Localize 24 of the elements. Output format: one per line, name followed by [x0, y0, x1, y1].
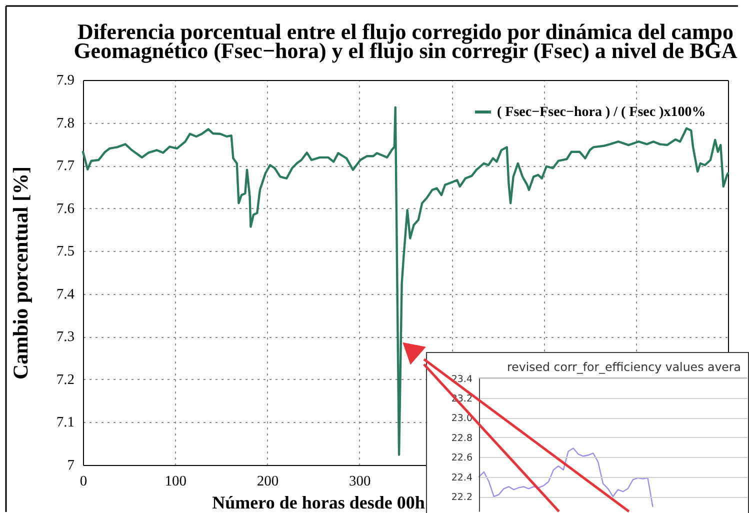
x-axis-title: Número de horas desde 00h — [212, 492, 425, 512]
y-tick-label: 7.6 — [56, 200, 74, 217]
y-tick-label: 7.3 — [56, 329, 74, 346]
y-tick-label: 7 — [67, 458, 74, 474]
x-tick-label: 300 — [349, 474, 371, 490]
x-tick-label: 200 — [256, 474, 279, 490]
y-tick-label: 22.6 — [451, 452, 472, 464]
y-tick-label: 22.8 — [451, 432, 472, 444]
y-tick-label: 22.2 — [451, 492, 472, 504]
y-tick-label: 7.2 — [56, 372, 74, 388]
y-tick-label: 7.8 — [56, 115, 74, 132]
y-tick-label: 7.5 — [56, 244, 74, 260]
line-series — [478, 448, 654, 507]
x-tick-label: 100 — [164, 474, 187, 490]
y-tick-label: 7.1 — [56, 414, 74, 431]
x-tick-label: 0 — [80, 474, 88, 490]
y-tick-label: 22.4 — [451, 472, 472, 484]
chart-title: revised corr_for_efficiency values avera — [507, 360, 742, 374]
y-tick-label: 7.4 — [56, 286, 76, 302]
y-axis-title: Cambio porcentual [%] — [8, 166, 32, 380]
y-tick-label: 7.9 — [56, 72, 74, 88]
chart-title: Diferencia porcentual entre el flujo corregido por dinámica del campo Geomagnético (Fsec−hora) y el flujo sin corregir (Fsec) a nivel de BGA — [74, 19, 738, 63]
legend-label: ( Fsec−Fsec−hora ) / ( Fsec )x100% — [497, 105, 706, 120]
y-tick-label: 7.7 — [56, 158, 74, 174]
